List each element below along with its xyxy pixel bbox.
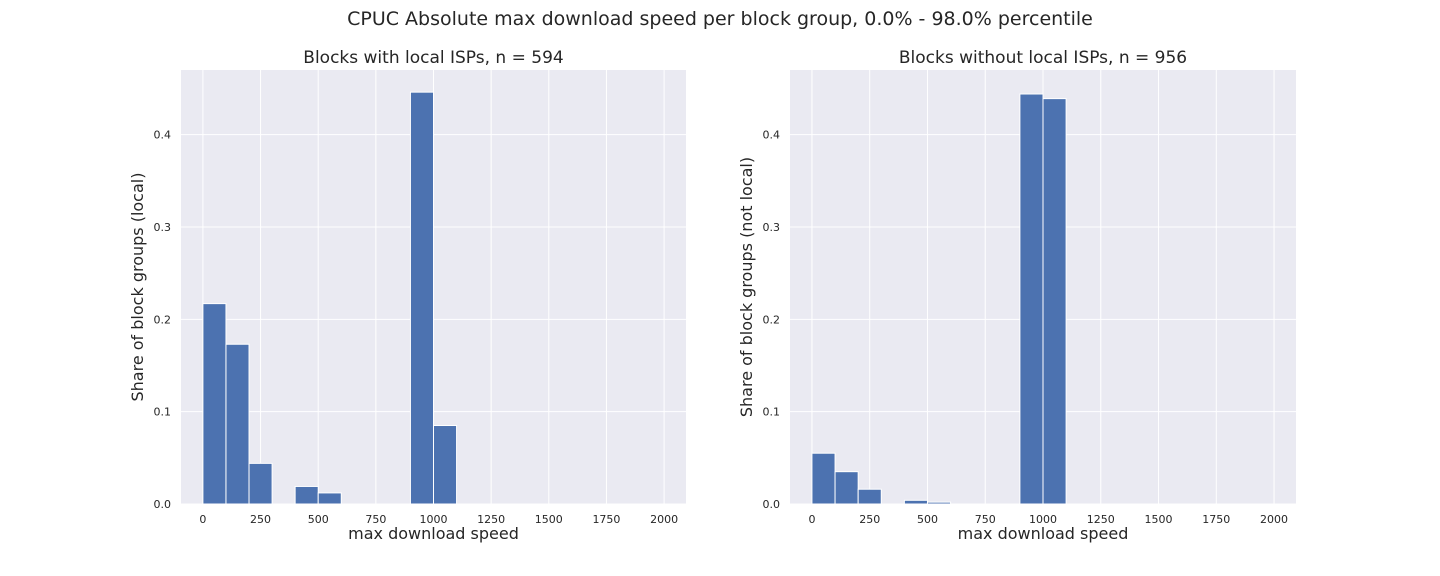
histogram-bar xyxy=(225,343,250,505)
y-tick-label: 0.3 xyxy=(154,221,172,234)
x-tick-label: 1500 xyxy=(1145,513,1173,526)
x-axis-label: max download speed xyxy=(348,524,519,543)
histogram-bar xyxy=(926,501,952,505)
x-tick-label: 1250 xyxy=(1087,513,1115,526)
y-tick-label: 0.0 xyxy=(763,498,781,511)
y-tick-label: 0.1 xyxy=(154,406,172,419)
y-tick-label: 0.0 xyxy=(154,498,172,511)
figure-title: CPUC Absolute max download speed per blo… xyxy=(347,8,1093,30)
y-tick-label: 0.2 xyxy=(763,313,781,326)
histogram-bar xyxy=(811,452,836,505)
histogram-bar xyxy=(834,471,859,505)
x-tick-label: 1250 xyxy=(477,513,505,526)
histogram-bar xyxy=(294,485,319,505)
x-tick-label: 250 xyxy=(250,513,271,526)
x-axis-label: max download speed xyxy=(958,524,1129,543)
histogram-bar xyxy=(1019,93,1044,505)
x-tick-label: 750 xyxy=(365,513,386,526)
histogram-bar xyxy=(903,499,928,505)
y-tick-label: 0.1 xyxy=(763,406,781,419)
y-tick-label: 0.4 xyxy=(763,129,781,142)
histogram-bar xyxy=(202,303,227,505)
y-axis-label: Share of block groups (not local) xyxy=(737,157,756,417)
chart-title: Blocks with local ISPs, n = 594 xyxy=(303,48,563,68)
histogram-bar xyxy=(433,425,458,505)
y-axis-label: Share of block groups (local) xyxy=(128,173,147,402)
x-tick-label: 250 xyxy=(859,513,880,526)
chart-panel-1: 0 250 500 750 1000 1250 1500 1750 2000 0.0 0.1 0.2 0… xyxy=(128,48,686,543)
x-tick-label: 1000 xyxy=(1029,513,1057,526)
x-tick-label: 0 xyxy=(199,513,206,526)
x-tick-label: 1750 xyxy=(1202,513,1230,526)
histogram-bar xyxy=(409,91,435,505)
x-tick-label: 1750 xyxy=(592,513,620,526)
x-tick-label: 500 xyxy=(308,513,329,526)
x-tick-label: 2000 xyxy=(650,513,678,526)
x-tick-label: 0 xyxy=(808,513,815,526)
chart-panel-2: 0 250 500 750 1000 1250 1500 1750 2000 0.0 0.1 0.2 0… xyxy=(737,48,1296,543)
y-tick-label: 0.2 xyxy=(154,313,172,326)
histogram-bar xyxy=(1042,98,1067,505)
chart-title: Blocks without local ISPs, n = 956 xyxy=(899,48,1187,68)
x-tick-label: 1500 xyxy=(535,513,563,526)
x-tick-label: 2000 xyxy=(1260,513,1288,526)
histogram-bar xyxy=(248,462,273,505)
y-tick-label: 0.4 xyxy=(154,129,172,142)
histogram-bar xyxy=(317,492,342,505)
x-tick-label: 1000 xyxy=(420,513,448,526)
y-tick-label: 0.3 xyxy=(763,221,781,234)
histogram-bar xyxy=(857,488,882,505)
x-tick-label: 500 xyxy=(917,513,938,526)
x-tick-label: 750 xyxy=(975,513,996,526)
